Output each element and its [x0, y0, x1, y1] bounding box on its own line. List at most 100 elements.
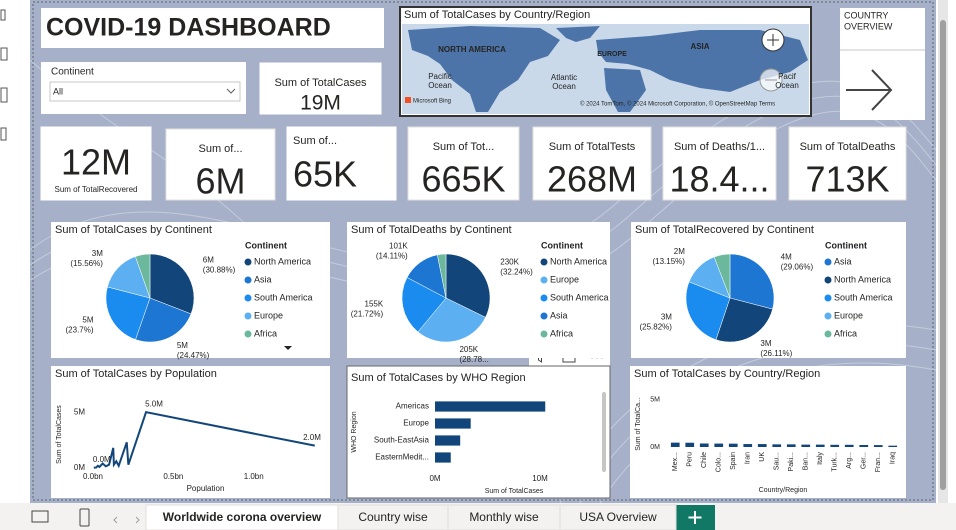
- kpi-card: [407, 126, 520, 201]
- legend-label: South America: [254, 292, 313, 302]
- bing-logo: [405, 97, 411, 103]
- chart-title: Sum of TotalRecovered by Continent: [635, 224, 814, 236]
- map-label: Atlantic: [551, 73, 577, 82]
- x-tick-label: Sau...: [774, 452, 781, 470]
- x-tick-label: UK: [759, 452, 766, 462]
- card-value: 713K: [805, 159, 889, 200]
- card-value: 665K: [421, 159, 505, 200]
- x-tick-label: Ger...: [861, 452, 868, 469]
- bar: [786, 444, 796, 447]
- slicer-dropdown[interactable]: [49, 81, 241, 102]
- legend-label: Asia: [254, 274, 272, 284]
- legend-label: North America: [834, 274, 891, 284]
- dropdown-chevron: [226, 88, 236, 94]
- pie-slice: [135, 297, 192, 343]
- pie-percent-label: (32.24%): [500, 267, 533, 276]
- card-label: Sum of TotalCases: [274, 77, 367, 89]
- bar: [815, 444, 825, 447]
- x-tick-label: 0M: [429, 474, 440, 483]
- legend-marker: [824, 312, 832, 320]
- pie-slice: [401, 277, 447, 333]
- bar: [435, 452, 451, 463]
- x-tick-label: Turk...: [832, 452, 839, 472]
- arrow-icon: [846, 69, 893, 111]
- bar: [435, 435, 461, 446]
- kpi-card: [788, 126, 907, 201]
- card-value: 19M: [300, 92, 341, 115]
- card-label: Sum of Deaths/1...: [674, 141, 765, 153]
- kpi-card: [40, 126, 152, 201]
- map-label: Ocean: [775, 81, 799, 90]
- button-text: COUNTRY: [844, 10, 888, 20]
- map-label: Ocean: [552, 82, 576, 91]
- pie-slice: [437, 253, 447, 299]
- dax-view-icon[interactable]: [0, 127, 7, 141]
- legend-label: Africa: [254, 328, 277, 338]
- tab-label: Country wise: [358, 510, 428, 524]
- page-tab[interactable]: [447, 504, 561, 530]
- x-tick-label: Paki...: [788, 452, 795, 472]
- x-tick-label: Iran: [745, 452, 752, 464]
- y-tick-label: Europe: [403, 419, 429, 428]
- line-series: [93, 411, 315, 469]
- table-view-icon[interactable]: [0, 47, 8, 61]
- visual-panel: [346, 365, 611, 499]
- pie-slice: [149, 253, 195, 315]
- kpi-card: [259, 62, 382, 115]
- legend-label: Africa: [550, 328, 573, 338]
- chart-title: Sum of TotalCases by Population: [55, 368, 217, 380]
- pie-slice: [105, 286, 151, 340]
- x-tick-label: Mex...: [672, 452, 679, 471]
- tab-scroll-arrows[interactable]: [113, 516, 140, 524]
- card-label: Sum of TotalDeaths: [800, 141, 896, 153]
- card-label: Sum of...: [198, 143, 242, 155]
- card-label: Sum of TotalTests: [549, 141, 636, 153]
- pie-value-label: 155K: [365, 299, 384, 308]
- bar: [888, 445, 898, 447]
- map-land: [408, 26, 808, 112]
- card-value: 6M: [195, 161, 245, 202]
- y-tick-label: Americas: [396, 402, 429, 411]
- card-value: 18.4...: [669, 159, 769, 200]
- map-brand: Microsoft Bing: [413, 99, 451, 105]
- legend-marker: [824, 258, 832, 266]
- canvas-border: [32, 1, 934, 501]
- mobile-layout-icon[interactable]: [79, 508, 90, 527]
- x-tick-label: Arg...: [846, 452, 853, 469]
- pie-percent-label: (24.47%): [177, 351, 210, 360]
- x-tick-label: Italy: [817, 452, 824, 465]
- model-view-icon[interactable]: [0, 87, 8, 103]
- pie-value-label: 205K: [459, 345, 478, 354]
- map-label: Pacif: [778, 72, 797, 81]
- pie-value-label: 6M: [203, 255, 214, 264]
- legend-label: North America: [254, 256, 311, 266]
- legend-label: Europe: [550, 274, 579, 284]
- legend-marker: [824, 294, 832, 302]
- tab-label: USA Overview: [579, 510, 657, 524]
- country-overview-button[interactable]: [840, 8, 925, 120]
- x-tick-label: Ban...: [803, 452, 810, 470]
- desktop-layout-icon[interactable]: [31, 510, 49, 523]
- card-value: 268M: [547, 159, 637, 200]
- visual-panel: [51, 366, 330, 498]
- x-tick-label: 10M: [532, 474, 548, 483]
- y-tick-label: 5M: [650, 396, 660, 403]
- y-tick-label: South-EastAsia: [374, 436, 430, 445]
- card-label: Sum of Tot...: [433, 141, 495, 153]
- x-tick-label: Peru: [687, 452, 694, 467]
- x-tick-label: Fran...: [875, 452, 882, 472]
- data-label: 0.0M: [93, 455, 111, 464]
- report-view-icon[interactable]: [0, 9, 6, 21]
- legend-marker: [244, 276, 252, 284]
- map-label: NORTH AMERICA: [438, 45, 506, 54]
- visual-panel: [630, 366, 906, 498]
- more-data-arrow[interactable]: [284, 346, 292, 350]
- page-tab[interactable]: [145, 504, 339, 530]
- x-axis-title: Sum of TotalCases: [485, 488, 544, 495]
- page-tab[interactable]: [559, 504, 677, 530]
- scrollbar-thumb[interactable]: [940, 20, 946, 490]
- pie-value-label: 3M: [760, 339, 771, 348]
- scrollbar[interactable]: [602, 392, 606, 472]
